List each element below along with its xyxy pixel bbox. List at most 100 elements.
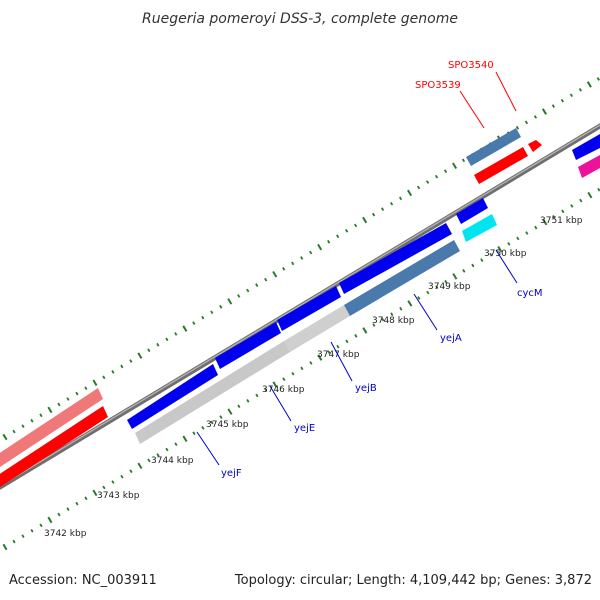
tick-mark xyxy=(541,108,547,115)
tick-mark xyxy=(129,359,133,363)
tick-mark xyxy=(21,534,25,538)
tick-tracks xyxy=(2,77,600,551)
tick-mark xyxy=(201,315,205,320)
gene-steel-cyc[interactable] xyxy=(344,240,460,316)
tick-mark xyxy=(345,339,349,344)
gene-pink-left[interactable] xyxy=(0,388,103,467)
tick-mark xyxy=(165,447,169,452)
gene-small-red[interactable] xyxy=(528,140,542,152)
tick-mark xyxy=(471,263,475,268)
gene-label-cycM[interactable]: cycM xyxy=(517,288,543,299)
tick-mark xyxy=(551,104,555,108)
tick-mark xyxy=(156,342,160,347)
tick-mark xyxy=(272,270,278,278)
tick-mark xyxy=(489,252,493,257)
gene-magenta[interactable] xyxy=(578,155,600,178)
tick-mark xyxy=(21,424,25,428)
gene-label-spo3540[interactable]: SPO3540 xyxy=(448,60,494,71)
tick-mark xyxy=(390,201,394,206)
gene-cycM[interactable] xyxy=(462,214,497,242)
tick-mark xyxy=(507,242,511,246)
gene-right-blue[interactable] xyxy=(572,134,600,160)
gene-yejf-blue[interactable] xyxy=(127,364,218,429)
gene-blue-small[interactable] xyxy=(456,198,488,224)
tick-mark xyxy=(120,474,124,479)
tick-label: 3750 kbp xyxy=(484,249,527,259)
tick-mark xyxy=(300,366,304,371)
tick-mark xyxy=(129,469,133,474)
tick-mark xyxy=(480,258,484,262)
tick-mark xyxy=(309,250,313,255)
tick-mark xyxy=(84,496,88,501)
tick-mark xyxy=(147,458,151,463)
tick-mark xyxy=(327,350,331,354)
label-leaders xyxy=(196,71,518,466)
tick-mark xyxy=(578,88,582,92)
gene-yejB-blue[interactable] xyxy=(277,286,341,331)
tick-mark xyxy=(39,523,43,528)
tick-mark xyxy=(255,393,259,398)
tick-mark xyxy=(434,174,439,179)
tick-label: 3748 kbp xyxy=(372,316,415,326)
gene-label-spo3539[interactable]: SPO3539 xyxy=(415,80,461,91)
tick-mark xyxy=(462,269,466,273)
tick-mark xyxy=(57,402,61,407)
tick-mark xyxy=(587,191,593,199)
tick-mark xyxy=(282,377,286,382)
tick-mark xyxy=(264,277,268,282)
tick-mark xyxy=(227,298,233,305)
genome-backbone xyxy=(0,123,600,490)
tick-mark xyxy=(362,216,368,224)
genome-summary-text: Topology: circular; Length: 4,109,442 bp… xyxy=(234,573,592,588)
tick-mark xyxy=(84,386,88,391)
tick-mark xyxy=(597,187,600,192)
tick-mark xyxy=(399,306,403,311)
gene-label-yejF[interactable]: yejF xyxy=(221,468,242,479)
tick-mark xyxy=(182,435,188,443)
tick-mark xyxy=(525,231,529,235)
map-title: Ruegeria pomeroyi DSS-3, complete genome xyxy=(142,11,458,27)
tick-mark xyxy=(461,158,466,163)
gene-spo3539[interactable] xyxy=(474,147,528,184)
tick-mark xyxy=(75,391,79,396)
tick-mark xyxy=(317,243,323,251)
gene-label-yejE[interactable]: yejE xyxy=(294,423,315,434)
tick-mark xyxy=(416,185,421,190)
tick-mark xyxy=(57,512,61,517)
tick-mark xyxy=(452,273,458,280)
tick-mark xyxy=(210,420,214,425)
tick-mark xyxy=(381,207,385,211)
tick-mark xyxy=(282,267,286,271)
tick-mark xyxy=(66,507,70,511)
tick-mark xyxy=(515,125,520,130)
tick-mark xyxy=(354,223,358,228)
tick-mark xyxy=(345,229,349,233)
gene-spo3540[interactable] xyxy=(466,128,521,166)
tick-mark xyxy=(560,98,564,103)
tick-mark xyxy=(291,371,295,376)
gene-red-left[interactable] xyxy=(0,406,108,487)
tick-mark xyxy=(425,180,430,184)
tick-mark xyxy=(533,115,538,119)
tick-mark xyxy=(137,352,143,359)
tick-mark xyxy=(92,489,98,497)
tick-mark xyxy=(398,196,403,201)
tick-mark xyxy=(174,442,178,446)
gene-yejE-blue[interactable] xyxy=(215,322,281,369)
tick-labels: 3742 kbp 3743 kbp 3744 kbp 3745 kbp 3746… xyxy=(44,216,583,539)
tick-mark xyxy=(426,290,430,295)
gene-gray-mid[interactable] xyxy=(284,305,350,352)
tick-mark xyxy=(30,418,34,423)
tick-label: 3744 kbp xyxy=(151,456,194,466)
tick-mark xyxy=(237,404,241,409)
gene-yejA-blue[interactable] xyxy=(339,223,452,294)
gene-label-yejB[interactable]: yejB xyxy=(355,383,377,394)
tick-mark xyxy=(354,334,358,338)
tick-mark xyxy=(497,245,503,253)
gene-label-yejA[interactable]: yejA xyxy=(440,333,462,344)
gene-gray-left[interactable] xyxy=(135,341,290,444)
tick-mark xyxy=(102,485,106,490)
tick-mark xyxy=(569,93,573,98)
tick-mark xyxy=(12,429,16,434)
tick-mark xyxy=(210,310,214,315)
